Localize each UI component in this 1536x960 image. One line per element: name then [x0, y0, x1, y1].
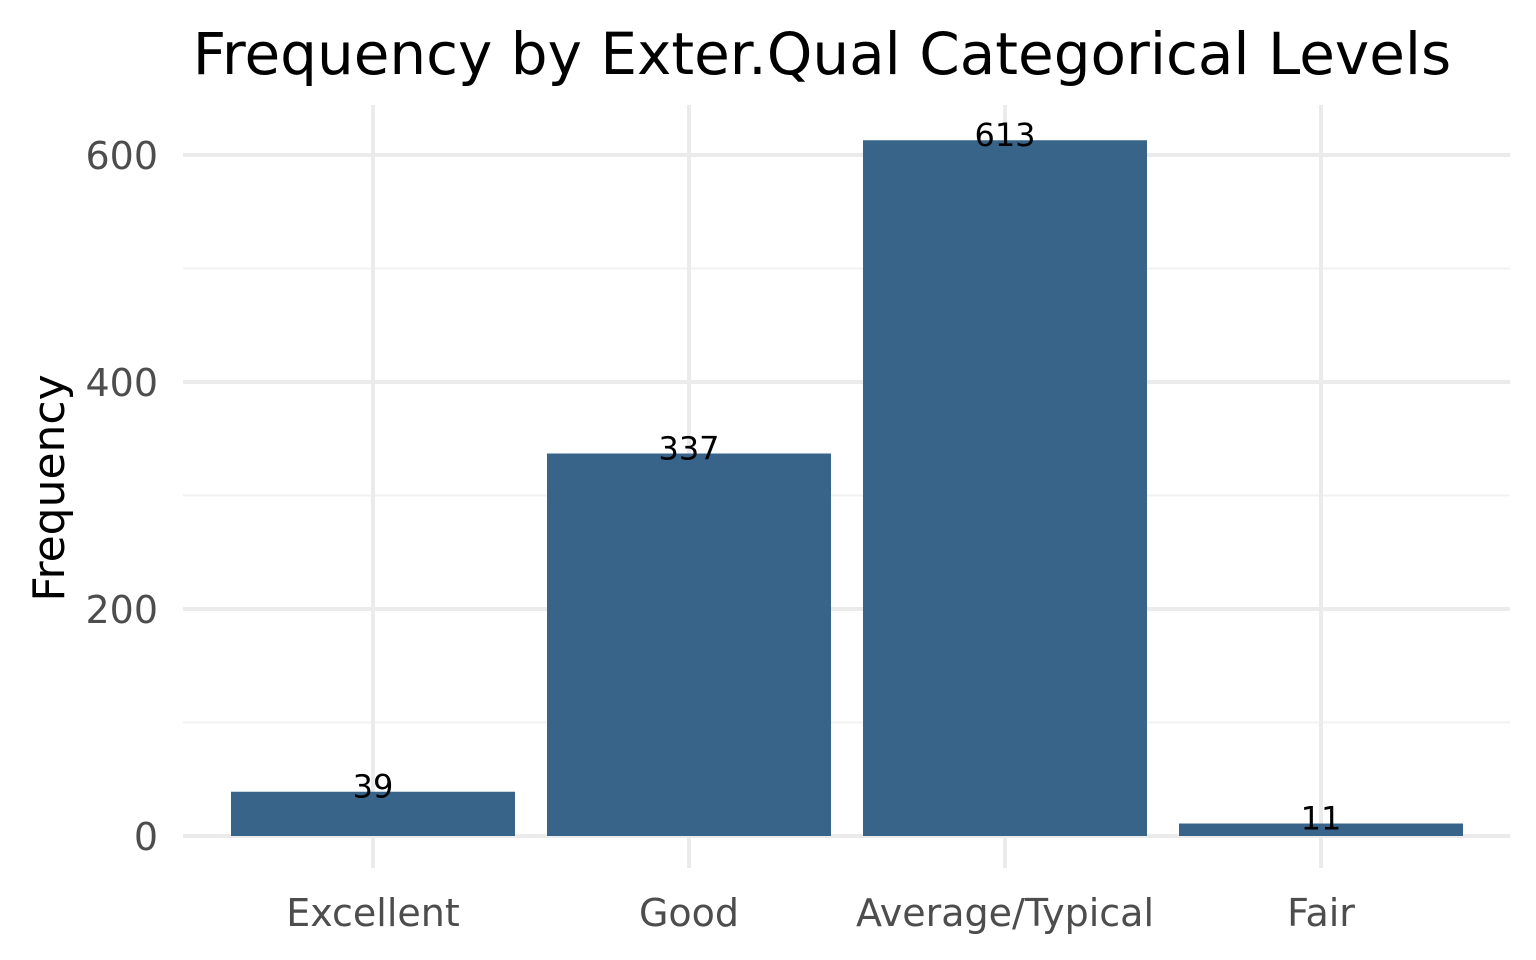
gridlines [183, 105, 1510, 868]
bar-fair [1179, 823, 1463, 836]
bar-average-typical [863, 140, 1147, 836]
chart-title: Frequency by Exter.Qual Categorical Leve… [193, 20, 1452, 88]
y-tick-label: 200 [85, 588, 158, 632]
data-labels: 39 337 613 11 [353, 116, 1342, 837]
x-tick-label: Excellent [286, 891, 460, 935]
y-tick-label: 0 [134, 815, 158, 859]
data-label: 337 [658, 430, 719, 468]
data-label: 613 [974, 116, 1035, 154]
axis-ticks: 0 200 400 600 Excellent Good Average/Typical Fa… [85, 134, 1355, 935]
data-label: 39 [353, 768, 394, 806]
y-tick-label: 600 [85, 134, 158, 178]
bar-excellent [231, 791, 515, 836]
x-tick-label: Average/Typical [856, 891, 1154, 935]
x-tick-label: Fair [1287, 891, 1355, 935]
bars [231, 140, 1463, 836]
x-tick-label: Good [639, 891, 739, 935]
bar-good [547, 453, 831, 836]
y-tick-label: 400 [85, 361, 158, 405]
y-axis-label: Frequency [24, 374, 75, 601]
data-label: 11 [1301, 800, 1342, 838]
